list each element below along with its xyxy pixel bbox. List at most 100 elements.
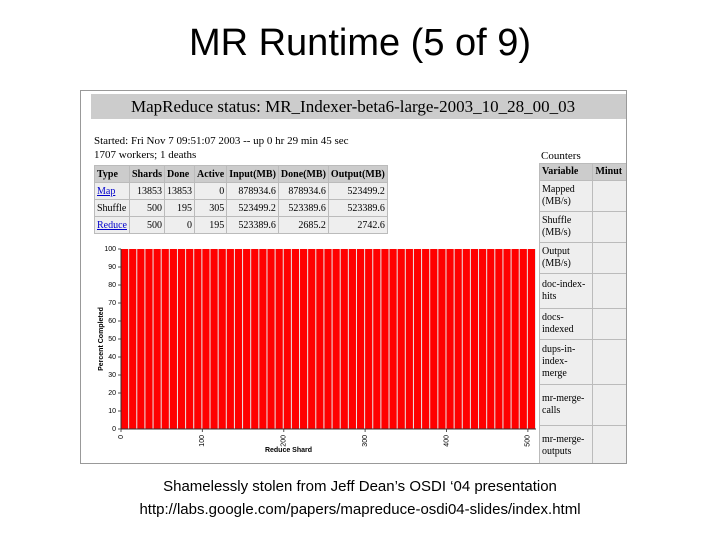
x-tick-label: 200 bbox=[281, 435, 288, 447]
bar bbox=[381, 249, 389, 429]
counter-row: mr-merge-calls195410 bbox=[538, 384, 626, 426]
bar bbox=[177, 249, 186, 429]
header-cell: Done(MB) bbox=[277, 165, 329, 183]
bar bbox=[438, 249, 446, 429]
table-row: Shuffle 500 195 305 523499.2 523389.6 523389.6 bbox=[94, 199, 388, 217]
x-axis-label: Reduce Shard bbox=[265, 447, 312, 454]
bar bbox=[259, 249, 267, 429]
bar bbox=[226, 249, 234, 429]
bar bbox=[251, 249, 259, 429]
bar bbox=[186, 249, 194, 429]
bar bbox=[446, 249, 454, 429]
bar bbox=[487, 249, 495, 429]
bar bbox=[218, 249, 226, 429]
bar bbox=[511, 249, 519, 429]
y-tick-label: 80 bbox=[108, 282, 116, 289]
cell bbox=[592, 339, 626, 385]
started-line: Started: Fri Nov 7 09:51:07 2003 -- up 0… bbox=[94, 135, 349, 147]
cell: Mapped (MB/s) bbox=[538, 180, 594, 212]
bar bbox=[300, 249, 308, 429]
x-tick-label: 500 bbox=[525, 435, 532, 447]
cell: 0. bbox=[592, 180, 626, 212]
cell: mr-merge-outputs bbox=[538, 425, 594, 463]
cell: Shuffle (MB/s) bbox=[538, 211, 594, 243]
bar bbox=[519, 249, 527, 429]
cell: dups-in-index-merge bbox=[538, 339, 594, 385]
cell: 195 bbox=[164, 199, 196, 217]
cell: 878934.6 bbox=[226, 182, 279, 200]
header-cell: Variable bbox=[538, 163, 594, 181]
workers-line: 1707 workers; 1 deaths bbox=[94, 149, 197, 161]
caption-line: http://labs.google.com/papers/mapreduce-… bbox=[139, 501, 581, 518]
y-tick-label: 0 bbox=[112, 426, 116, 433]
counter-row: mr-merge-outputs195410 bbox=[538, 425, 626, 463]
bar bbox=[161, 249, 169, 429]
slide-title: MR Runtime (5 of 9) bbox=[188, 22, 532, 64]
cell: 523389.6 bbox=[327, 199, 388, 217]
bar bbox=[129, 249, 137, 429]
bar bbox=[308, 249, 316, 429]
y-axis-label: Percent Completed bbox=[98, 307, 105, 371]
bar bbox=[121, 249, 129, 429]
cell: 305 bbox=[194, 199, 228, 217]
bar bbox=[137, 249, 145, 429]
counters-header-row: Variable Minut bbox=[538, 163, 626, 181]
header-cell: Done bbox=[164, 165, 196, 183]
type-link[interactable]: Reduce bbox=[97, 219, 127, 231]
bar bbox=[316, 249, 324, 429]
bar bbox=[430, 249, 438, 429]
cell: docs-indexed bbox=[538, 308, 594, 340]
bar bbox=[194, 249, 202, 429]
type-link[interactable]: Map bbox=[97, 185, 116, 197]
counter-row: Mapped (MB/s)0. bbox=[538, 180, 626, 212]
header-cell: Active bbox=[194, 165, 228, 183]
cell: 523389.6 bbox=[277, 199, 329, 217]
x-tick-label: 300 bbox=[362, 435, 369, 447]
bar bbox=[153, 249, 161, 429]
bar bbox=[202, 249, 210, 429]
y-tick-label: 90 bbox=[108, 264, 116, 271]
counter-row: dups-in-index-merge bbox=[538, 339, 626, 385]
table-header-row: Type Shards Done Active Input(MB) Done(MB) Out… bbox=[94, 165, 388, 183]
cell: Map bbox=[94, 182, 130, 200]
cell: 878934.6 bbox=[277, 182, 329, 200]
counter-row: docs-indexed793 bbox=[538, 308, 626, 340]
x-tick-label: 0 bbox=[118, 435, 125, 439]
cell: doc-index-hits bbox=[538, 273, 594, 309]
counter-row: Output (MB/s)45 bbox=[538, 242, 626, 274]
y-tick-label: 70 bbox=[108, 300, 116, 307]
cell: 231317 bbox=[592, 273, 626, 309]
bar bbox=[283, 249, 291, 429]
counter-row: doc-index-hits231317 bbox=[538, 273, 626, 309]
cell: 0 bbox=[164, 216, 196, 234]
bar bbox=[454, 249, 462, 429]
bar bbox=[332, 249, 340, 429]
bar bbox=[324, 249, 332, 429]
cell: 0. bbox=[592, 211, 626, 243]
bar bbox=[348, 249, 356, 429]
x-tick-label: 100 bbox=[199, 435, 206, 447]
cell: 195 bbox=[194, 216, 228, 234]
cell: 195410 bbox=[592, 384, 626, 426]
bar bbox=[389, 249, 397, 429]
bar bbox=[405, 249, 413, 429]
table-row: Reduce 500 0 195 523389.6 2685.2 2742.6 bbox=[94, 216, 388, 234]
header-cell: Shards bbox=[128, 165, 166, 183]
header-cell: Input(MB) bbox=[226, 165, 279, 183]
y-tick-label: 30 bbox=[108, 372, 116, 379]
header-cell: Type bbox=[94, 165, 130, 183]
bar bbox=[365, 249, 373, 429]
cell: Shuffle bbox=[94, 199, 130, 217]
bar bbox=[291, 249, 300, 429]
cell: 0 bbox=[194, 182, 228, 200]
cell: Output (MB/s) bbox=[538, 242, 594, 274]
cell: 523499.2 bbox=[327, 182, 388, 200]
y-tick-label: 50 bbox=[108, 336, 116, 343]
bar bbox=[356, 249, 365, 429]
y-tick-label: 100 bbox=[104, 246, 116, 253]
bar bbox=[470, 249, 479, 429]
y-tick-label: 10 bbox=[108, 408, 116, 415]
cell: 500 bbox=[128, 199, 166, 217]
